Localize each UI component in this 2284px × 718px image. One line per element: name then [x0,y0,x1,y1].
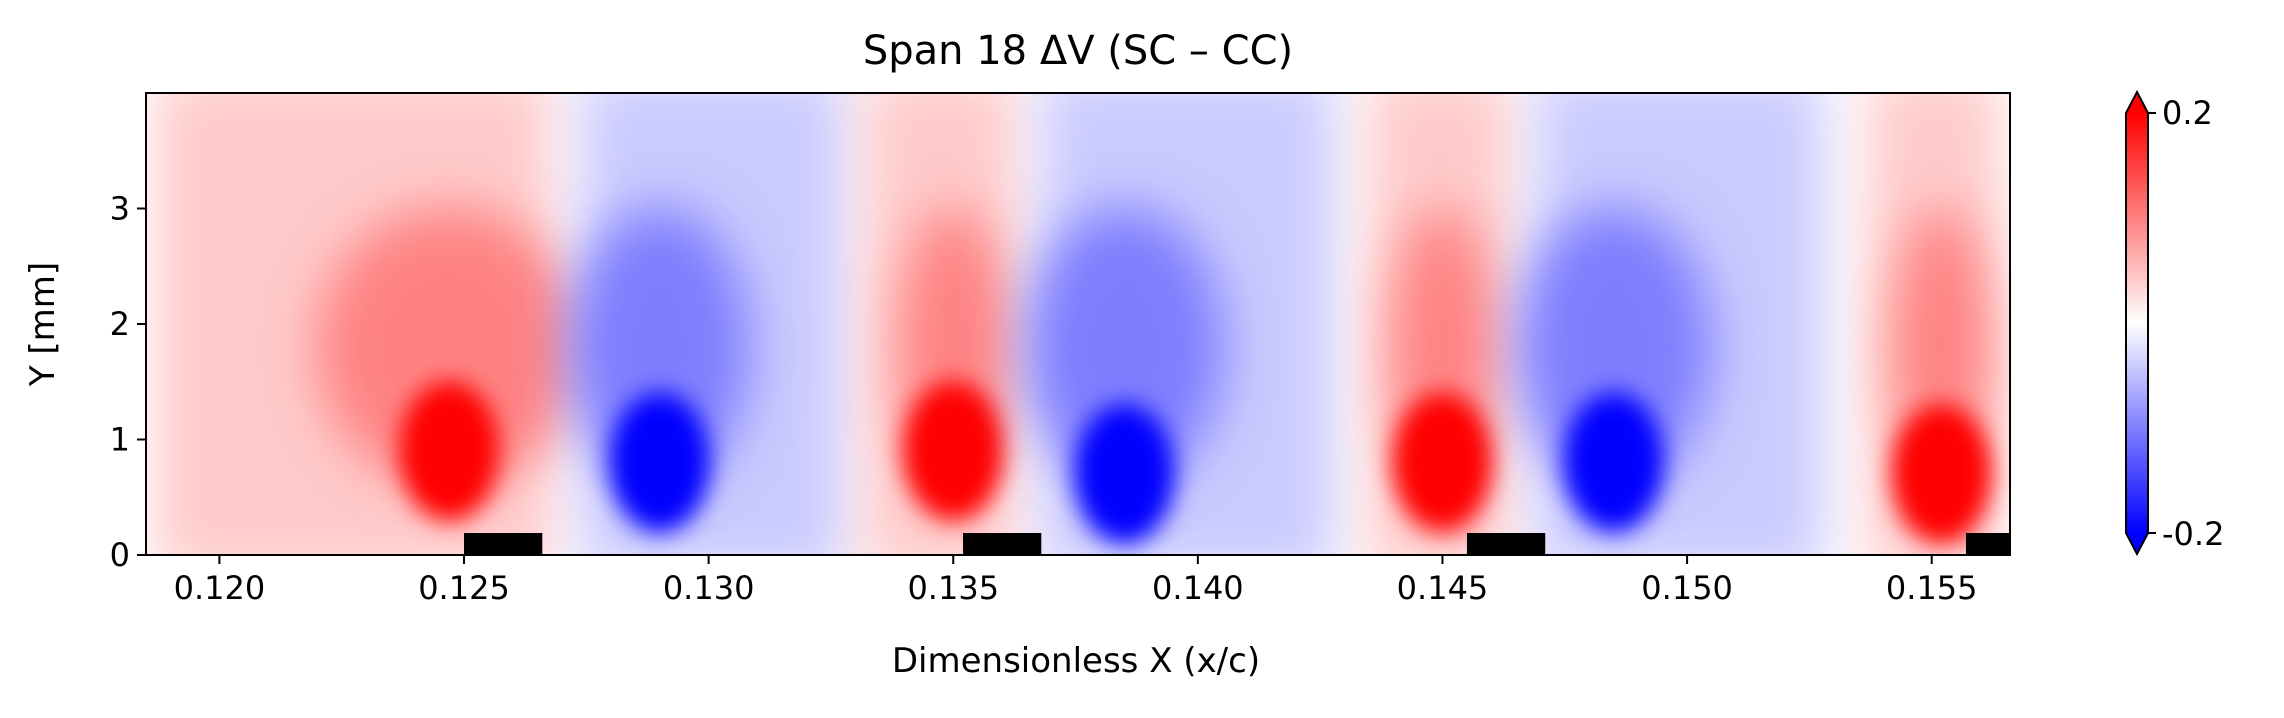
x-tick-label: 0.140 [1152,569,1244,607]
wall-element-3 [1466,533,1546,555]
region-mid [316,207,583,488]
heatmap-region-6 [1515,93,1824,555]
heatmap-regions [156,93,2000,555]
region-mid [1515,207,1713,488]
heatmap-region-3 [865,93,1017,555]
heatmap-region-1 [156,93,583,555]
plot-area [146,93,2010,555]
heatmap-region-7 [1868,93,2000,555]
x-tick-label: 0.155 [1886,569,1978,607]
y-tick-label: 2 [110,305,130,343]
x-tick-label: 0.125 [418,569,510,607]
colorbar-extend-max [2126,92,2148,113]
region-mid [1024,207,1225,488]
x-tick-label: 0.130 [663,569,755,607]
y-tick-label: 3 [110,190,130,228]
wall-element-1 [464,533,543,555]
wall-element-4 [1965,533,2010,555]
y-axis: 0 1 2 3 [110,190,146,574]
chart-title: Span 18 ΔV (SC – CC) [863,28,1293,74]
heatmap-region-5 [1369,93,1511,555]
x-axis: 0.120 0.125 0.130 0.135 0.140 0.145 0.150 0.155 [174,555,1978,607]
colorbar-label-max: 0.2 [2162,94,2213,132]
x-tick-label: 0.135 [907,569,999,607]
region-core [1392,392,1493,533]
x-tick-label: 0.150 [1641,569,1733,607]
region-core [1074,404,1175,545]
region-core [609,392,710,533]
colorbar: 0.2 -0.2 [2125,89,2224,557]
y-tick-label: 0 [110,536,130,574]
heatmap-region-4 [1024,93,1335,555]
x-axis-label: Dimensionless X (x/c) [892,641,1260,681]
region-core [1563,392,1664,533]
region-core [903,381,1004,522]
wall-elements [464,533,2010,555]
region-core [399,381,500,522]
heatmap-region-2 [568,93,846,555]
colorbar-label-min: -0.2 [2162,515,2224,553]
region-core [1891,404,1992,545]
region-mid [568,207,751,488]
y-tick-label: 1 [110,421,130,459]
x-tick-label: 0.120 [174,569,266,607]
y-axis-label: Y [mm] [23,262,63,387]
colorbar-extend-min [2126,533,2148,554]
x-tick-label: 0.145 [1397,569,1489,607]
colorbar-gradient [2126,113,2148,533]
wall-element-2 [963,533,1042,555]
